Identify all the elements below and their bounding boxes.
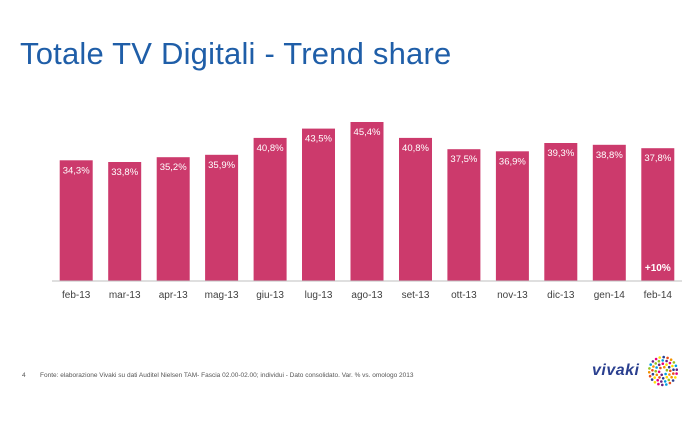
x-tick-label: lug-13 <box>305 290 333 301</box>
footer: 4 Fonte: elaborazione Vivaki su dati Aud… <box>0 368 700 388</box>
bar-label: 40,8% <box>402 143 429 154</box>
x-tick-label: apr-13 <box>159 290 188 301</box>
bar-set-13 <box>399 137 432 281</box>
x-tick-label: ago-13 <box>351 290 383 301</box>
logo-burst-icon <box>648 355 678 387</box>
page-title: Totale TV Digitali - Trend share <box>20 36 452 71</box>
x-tick-label: feb-14 <box>644 290 673 301</box>
x-tick-label: feb-13 <box>62 290 91 301</box>
x-tick-label: set-13 <box>402 290 430 301</box>
bar-mag-13 <box>205 154 239 281</box>
x-tick-label: ott-13 <box>451 290 477 301</box>
x-tick-label: dic-13 <box>547 290 575 301</box>
logo-text: vivaki <box>592 362 640 379</box>
bar-apr-13 <box>156 157 190 281</box>
bar-label: 35,9% <box>208 160 235 171</box>
bar-gen-14 <box>592 144 626 281</box>
bar-label: 39,3% <box>547 148 574 159</box>
bar-feb-14 <box>641 148 675 281</box>
source-note: Fonte: elaborazione Vivaki su dati Audit… <box>40 372 414 379</box>
x-tick-label: giu-13 <box>256 290 284 301</box>
x-tick-label: mag-13 <box>205 290 239 301</box>
x-tick-label: mar-13 <box>109 290 141 301</box>
bar-label: 37,8% <box>644 153 671 164</box>
bar-label: 40,8% <box>257 143 284 154</box>
bar-label: 43,5% <box>305 134 332 145</box>
vivaki-logo: vivaki <box>592 352 682 392</box>
x-tick-label: gen-14 <box>594 290 626 301</box>
bar-dic-13 <box>544 143 578 281</box>
bar-label: 33,8% <box>111 167 138 178</box>
bar-nov-13 <box>495 151 529 281</box>
bar-label: 45,4% <box>354 127 381 138</box>
page-number: 4 <box>22 372 26 379</box>
bar-label: 38,8% <box>596 150 623 161</box>
bar-label: 37,5% <box>450 154 477 165</box>
bar-label: 34,3% <box>63 165 90 176</box>
variation-annotation: +10% <box>645 263 671 274</box>
bar-label: 36,9% <box>499 156 526 167</box>
bar-ott-13 <box>447 149 481 281</box>
bar-ago-13 <box>350 122 384 281</box>
bar-label: 35,2% <box>160 162 187 173</box>
bar-mar-13 <box>108 162 142 281</box>
bar-lug-13 <box>302 128 335 281</box>
bar-giu-13 <box>253 137 287 281</box>
bar-feb-13 <box>59 160 93 281</box>
x-tick-label: nov-13 <box>497 290 528 301</box>
